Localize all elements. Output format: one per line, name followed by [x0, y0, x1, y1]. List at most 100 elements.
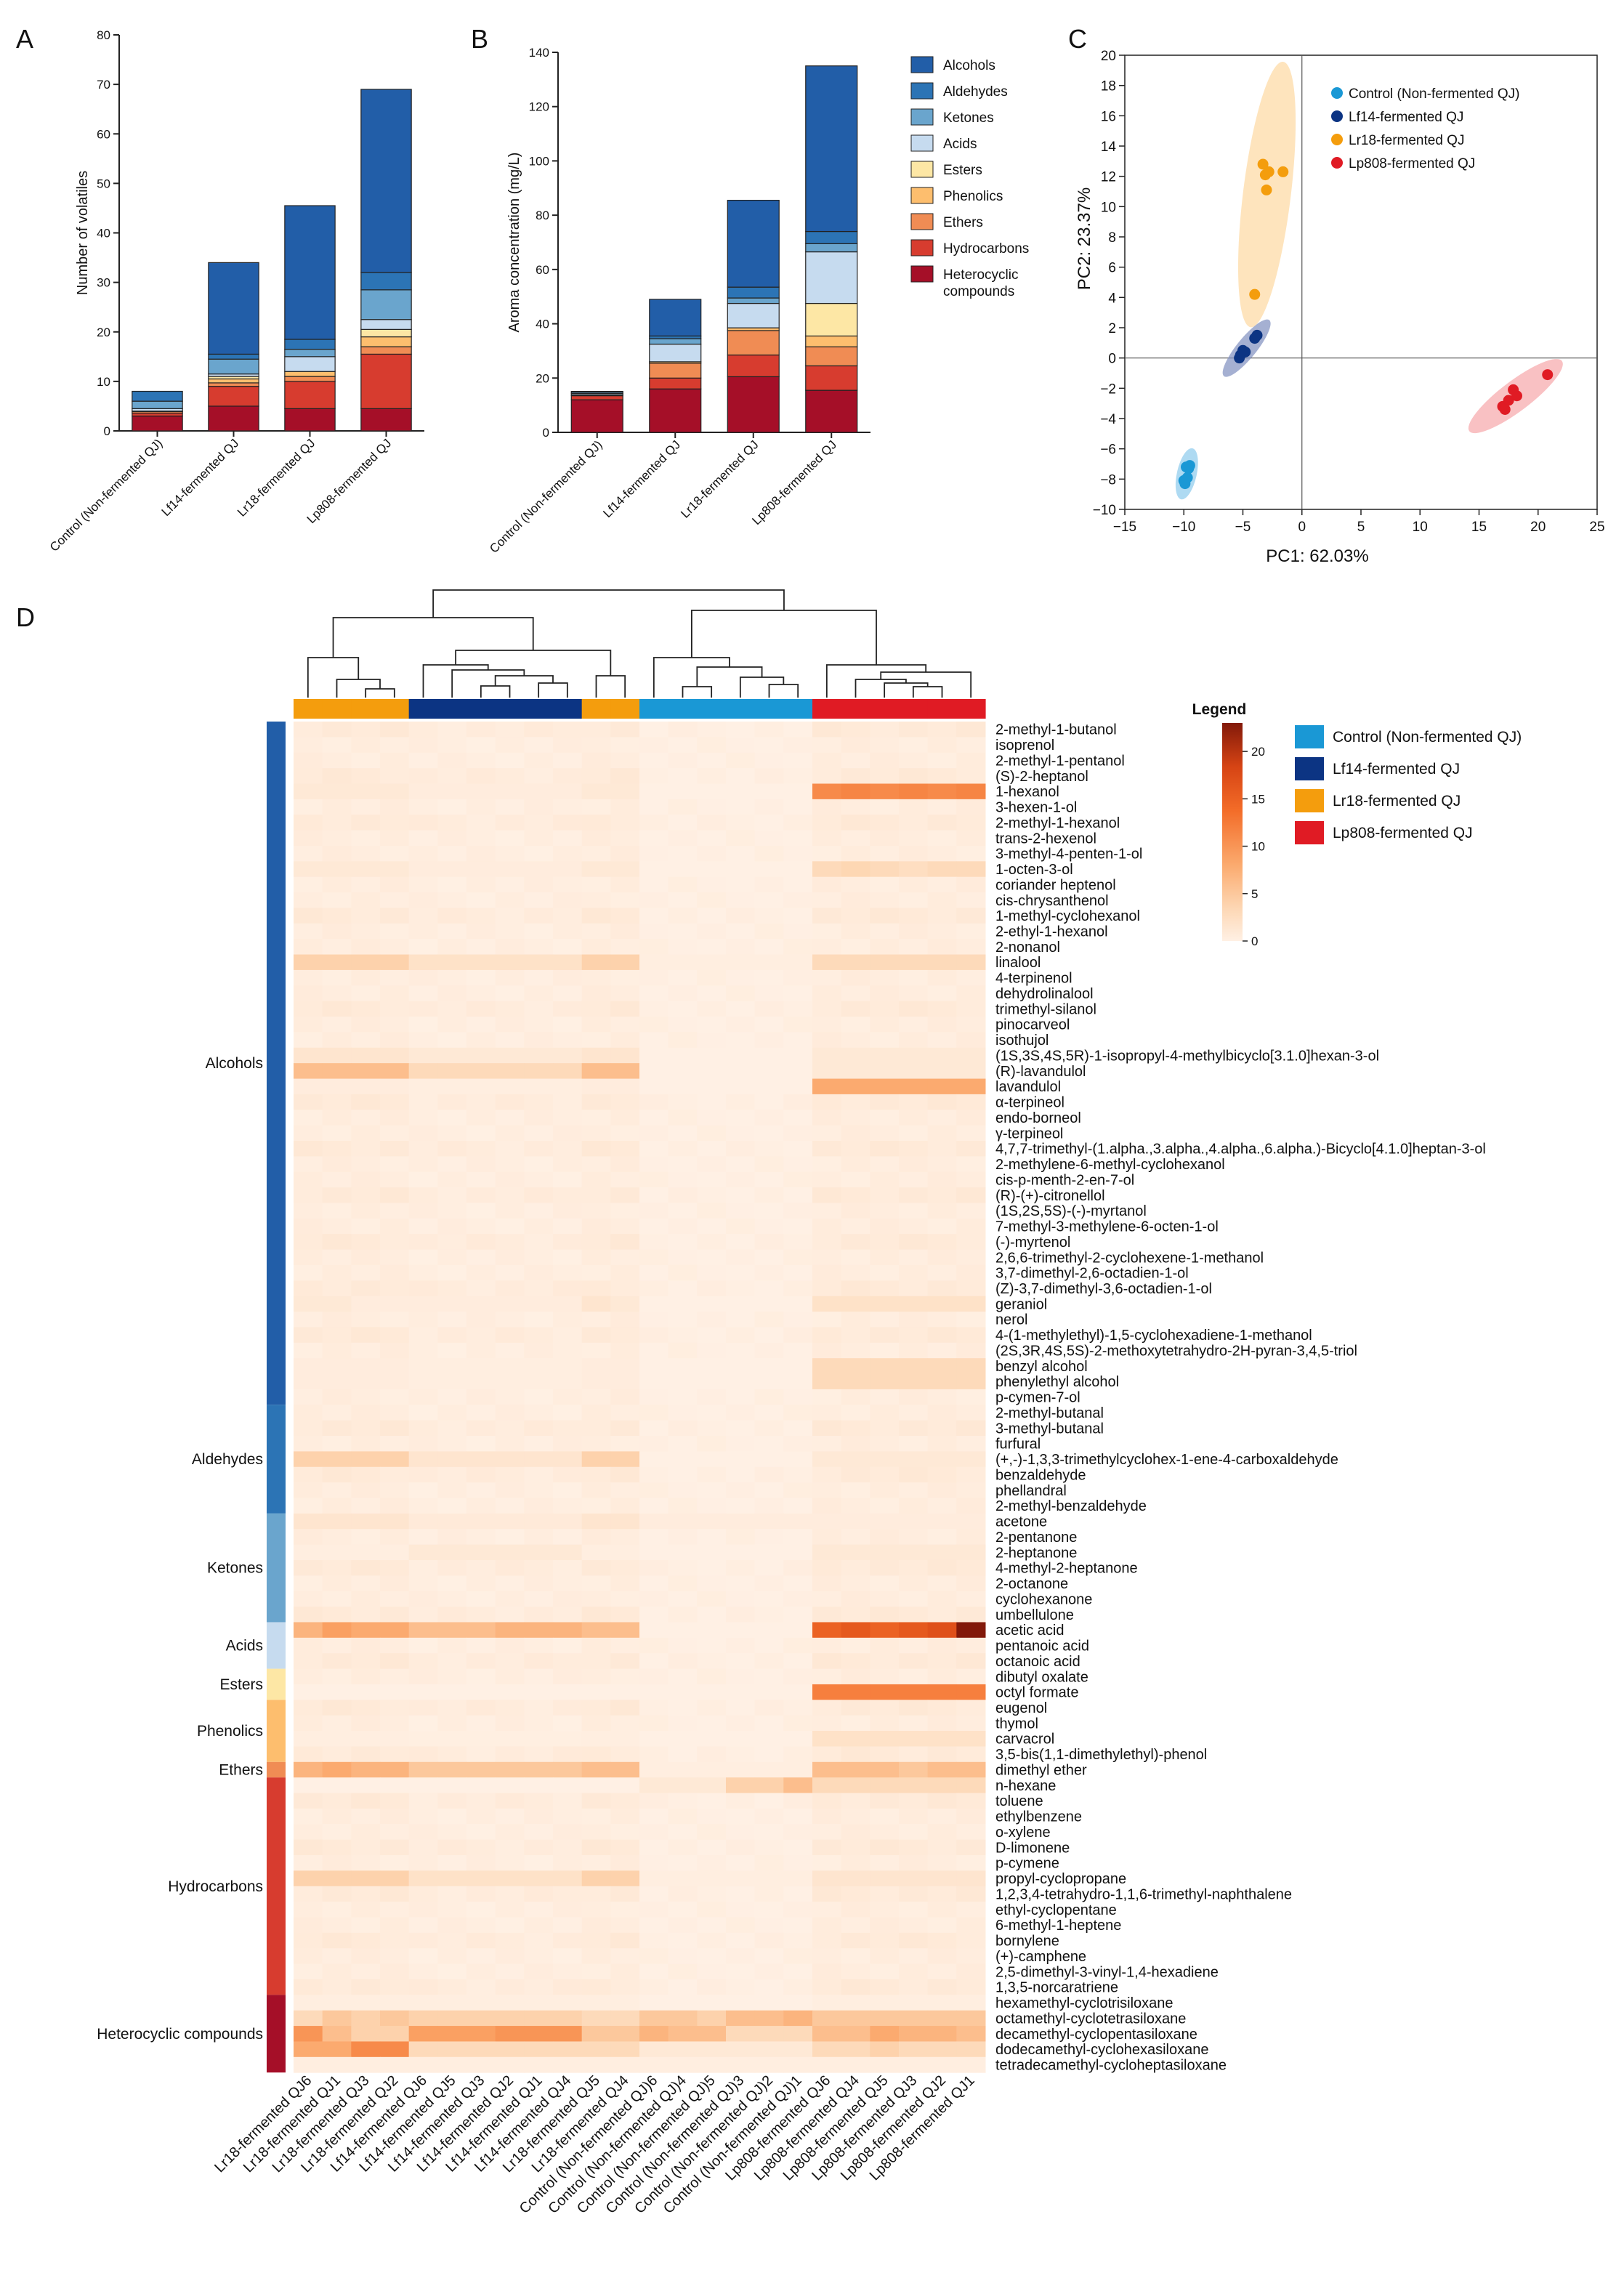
heatmap-cell: [870, 954, 900, 971]
heatmap-cell: [812, 1575, 842, 1592]
heatmap-cell: [812, 1312, 842, 1328]
heatmap-cell: [380, 1234, 410, 1251]
heatmap-cell: [927, 1017, 957, 1033]
heatmap-cell: [294, 1902, 323, 1918]
heatmap-cell: [841, 1156, 870, 1173]
heatmap-cell: [754, 1637, 784, 1654]
heatmap-cell: [380, 1932, 410, 1949]
heatmap-cell: [697, 1063, 727, 1080]
row-label: 1,2,3,4-tetrahydro-1,1,6-trimethyl-napht…: [995, 1886, 1292, 1902]
heatmap-cell: [639, 1622, 669, 1639]
row-label: 2-methyl-1-butanol: [995, 722, 1117, 738]
heatmap-cell: [553, 1389, 583, 1405]
heatmap-cell: [899, 1078, 929, 1095]
heatmap-cell: [322, 1963, 352, 1980]
heatmap-cell: [437, 1886, 467, 1902]
heatmap-cell: [581, 1979, 611, 1995]
heatmap-cell: [581, 1249, 611, 1266]
heatmap-cell: [841, 1622, 870, 1639]
heatmap-cell: [351, 815, 381, 831]
bar-segment: [208, 386, 259, 407]
heatmap-cell: [956, 2041, 986, 2058]
heatmap-cell: [899, 737, 929, 754]
heatmap-cell: [668, 1824, 698, 1841]
y-tick-label: 20: [536, 371, 549, 385]
heatmap-cell: [726, 1187, 756, 1203]
heatmap-cell: [495, 1280, 525, 1297]
bar-segment: [805, 243, 858, 253]
heatmap-cell: [294, 1280, 323, 1297]
heatmap-cell: [899, 939, 929, 956]
heatmap-cell: [927, 1358, 957, 1375]
heatmap-cell: [466, 1855, 496, 1871]
heatmap-cell: [610, 1979, 640, 1995]
heatmap-cell: [610, 1870, 640, 1887]
row-label: (Z)-3,7-dimethyl-3,6-octadien-1-ol: [995, 1281, 1212, 1297]
heatmap-cell: [927, 845, 957, 862]
heatmap-cell: [437, 985, 467, 1002]
legend-label: Aldehydes: [943, 84, 1008, 100]
bar-segment: [208, 262, 259, 355]
heatmap-cell: [437, 1668, 467, 1685]
heatmap-cell: [927, 1529, 957, 1546]
heatmap-cell: [437, 1917, 467, 1934]
heatmap-cell: [495, 1094, 525, 1110]
heatmap-cell: [322, 1466, 352, 1483]
heatmap-cell: [524, 1513, 554, 1530]
heatmap-cell: [351, 1249, 381, 1266]
heatmap-cell: [524, 752, 554, 769]
heatmap-cell: [553, 737, 583, 754]
heatmap-cell: [610, 1948, 640, 1965]
heatmap-cell: [581, 892, 611, 908]
heatmap-cell: [783, 815, 813, 831]
heatmap-cell: [581, 2026, 611, 2042]
y-tick-label: 140: [529, 46, 549, 60]
heatmap-cell: [322, 1094, 352, 1110]
row-label: 2-methyl-benzaldehyde: [995, 1498, 1147, 1514]
legend-swatch: [910, 265, 934, 283]
heatmap-cell: [927, 1808, 957, 1825]
heatmap-cell: [495, 1839, 525, 1856]
heatmap-cell: [610, 1777, 640, 1794]
heatmap-cell: [553, 1575, 583, 1592]
heatmap-cell: [812, 1839, 842, 1856]
heatmap-cell: [639, 1715, 669, 1732]
heatmap-cell: [870, 752, 900, 769]
heatmap-cell: [639, 1047, 669, 1064]
x-tick-label: 5: [1357, 520, 1365, 535]
heatmap-cell: [927, 1668, 957, 1685]
heatmap-cell: [322, 1264, 352, 1281]
heatmap-cell: [294, 1498, 323, 1514]
heatmap-cell: [380, 1280, 410, 1297]
heatmap-cell: [812, 1110, 842, 1126]
heatmap-cell: [639, 1824, 669, 1841]
heatmap-cell: [927, 1637, 957, 1654]
heatmap-cell: [870, 1808, 900, 1825]
heatmap-cell: [294, 908, 323, 924]
heatmap-cell: [697, 752, 727, 769]
heatmap-cell: [466, 1078, 496, 1095]
heatmap-cell: [495, 1591, 525, 1607]
heatmap-cell: [495, 1063, 525, 1080]
heatmap-cell: [697, 861, 727, 878]
heatmap-cell: [841, 1855, 870, 1871]
heatmap-cell: [581, 1607, 611, 1623]
heatmap-cell: [553, 1482, 583, 1498]
heatmap-cell: [322, 1575, 352, 1592]
heatmap-cell: [668, 722, 698, 738]
heatmap-cell: [927, 923, 957, 940]
heatmap-cell: [726, 1296, 756, 1312]
heatmap-cell: [408, 1373, 438, 1390]
heatmap-cell: [351, 1389, 381, 1405]
row-label: 2-methyl-1-hexanol: [995, 815, 1120, 831]
heatmap-cell: [581, 923, 611, 940]
row-label: nerol: [995, 1312, 1027, 1328]
heatmap-cell: [812, 1824, 842, 1841]
heatmap-cell: [351, 845, 381, 862]
heatmap-cell: [639, 1902, 669, 1918]
heatmap-cell: [870, 1761, 900, 1778]
heatmap-cell: [380, 1700, 410, 1716]
heatmap-cell: [956, 1808, 986, 1825]
heatmap-cell: [899, 1793, 929, 1809]
